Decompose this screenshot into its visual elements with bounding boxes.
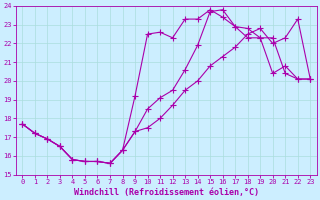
X-axis label: Windchill (Refroidissement éolien,°C): Windchill (Refroidissement éolien,°C) [74,188,259,197]
